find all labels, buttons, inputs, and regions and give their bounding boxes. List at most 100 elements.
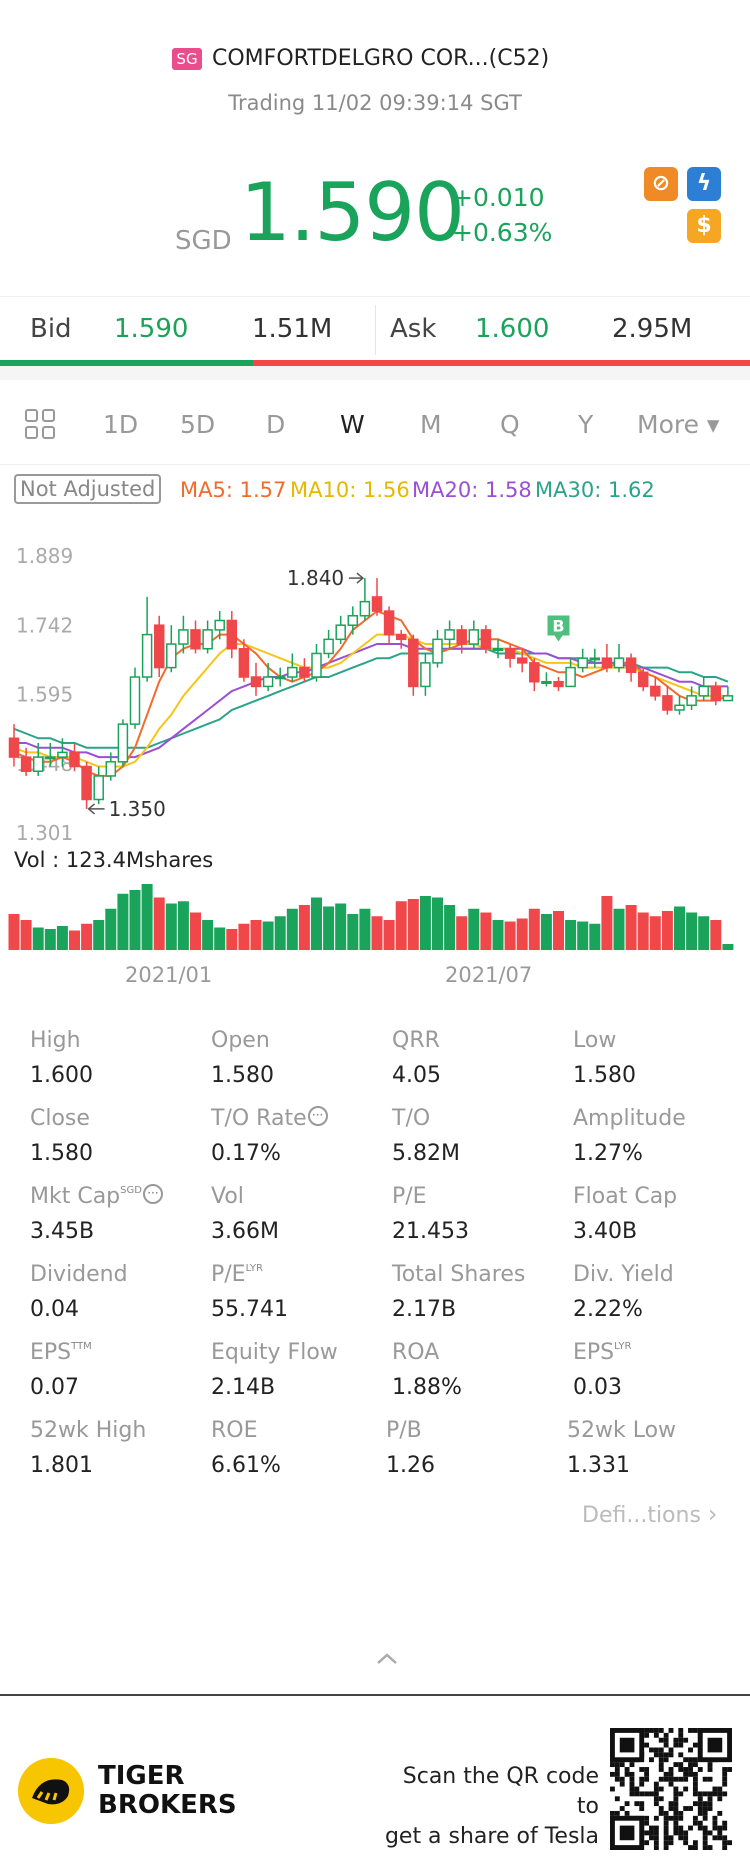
volume-bar [432, 897, 443, 950]
candle[interactable] [166, 625, 177, 673]
candle[interactable] [117, 719, 129, 767]
candle[interactable] [710, 681, 722, 706]
candle[interactable] [347, 606, 359, 635]
candle[interactable] [662, 686, 673, 715]
candle[interactable] [81, 761, 92, 809]
tab-m[interactable]: M [420, 410, 442, 439]
volume-bar [444, 905, 456, 950]
candle[interactable] [153, 615, 165, 678]
candle[interactable] [335, 615, 346, 645]
candle[interactable] [8, 724, 20, 767]
volume-bar [589, 923, 601, 950]
candle[interactable] [250, 662, 262, 696]
tab-d[interactable]: D [266, 410, 286, 439]
volume-bar [298, 905, 310, 950]
stat-label: P/E [392, 1184, 427, 1210]
more-dropdown[interactable]: More ▾ [637, 410, 720, 439]
candle[interactable] [395, 629, 407, 649]
candle[interactable] [686, 686, 697, 710]
qr-code[interactable] [610, 1728, 732, 1850]
candle[interactable] [262, 662, 274, 692]
candle[interactable] [637, 667, 649, 692]
trading-status: Trading 11/02 09:39:14 SGT [228, 91, 522, 115]
candle[interactable] [577, 648, 588, 673]
y-tick-label: 1.742 [16, 613, 73, 637]
candle[interactable] [674, 695, 685, 715]
candle[interactable] [565, 658, 576, 688]
candle[interactable] [141, 596, 153, 682]
candle[interactable] [93, 766, 104, 805]
candle[interactable] [32, 742, 44, 776]
candle[interactable] [420, 653, 431, 696]
stat-label-text: Div. Yield [573, 1262, 674, 1287]
candle[interactable] [274, 667, 286, 687]
stat-label: Amplitude [573, 1106, 686, 1132]
dollar-icon[interactable]: $ [687, 209, 721, 243]
candle[interactable] [516, 648, 528, 673]
candle[interactable] [129, 667, 141, 729]
candle[interactable] [698, 677, 709, 701]
info-icon[interactable]: ··· [142, 1184, 163, 1204]
candle[interactable] [190, 620, 201, 654]
candle[interactable] [69, 742, 80, 772]
candle[interactable] [504, 644, 516, 668]
candle[interactable] [383, 606, 395, 645]
candle[interactable] [359, 578, 371, 621]
candle[interactable] [105, 752, 117, 781]
stat-label-text: Low [573, 1028, 617, 1053]
volume-bar [625, 905, 637, 950]
adjust-toggle[interactable]: Not Adjusted [14, 474, 162, 504]
candle[interactable] [178, 615, 189, 654]
candle[interactable] [492, 639, 504, 659]
no-margin-icon[interactable]: ⊘ [644, 167, 678, 201]
stat-value: 1.580 [211, 1063, 274, 1088]
ask-label: Ask [390, 314, 437, 344]
candle[interactable] [589, 648, 601, 668]
definitions-link[interactable]: Defi...tions › [582, 1500, 718, 1528]
stat-label: Close [30, 1106, 90, 1132]
lightning-icon[interactable]: ϟ [687, 167, 721, 201]
candle[interactable] [601, 644, 613, 673]
bid-ratio-bar [0, 360, 253, 366]
candle[interactable] [432, 629, 443, 668]
candle[interactable] [480, 625, 492, 654]
candle[interactable] [226, 611, 238, 659]
chevron-up-icon[interactable] [375, 1650, 399, 1666]
candle[interactable] [57, 738, 68, 767]
volume-bar [577, 921, 589, 950]
candle[interactable] [456, 625, 467, 654]
candle[interactable] [299, 658, 310, 682]
layout-grid-icon[interactable] [24, 408, 56, 440]
candle[interactable] [20, 747, 32, 776]
candle[interactable] [650, 677, 661, 701]
tab-w[interactable]: W [340, 410, 365, 439]
candle[interactable] [214, 611, 225, 640]
candle[interactable] [468, 620, 480, 649]
tab-1d[interactable]: 1D [103, 410, 139, 439]
candle[interactable] [444, 620, 455, 649]
candle[interactable] [202, 620, 213, 654]
buy-marker-icon[interactable] [547, 615, 570, 642]
candle[interactable] [613, 644, 625, 673]
stat-label-text: P/E [392, 1184, 427, 1209]
tab-5d[interactable]: 5D [180, 410, 216, 439]
candle[interactable] [625, 653, 637, 682]
candle[interactable] [722, 686, 734, 702]
candle[interactable] [371, 578, 383, 616]
candle[interactable] [238, 639, 250, 682]
tab-q[interactable]: Q [500, 410, 520, 439]
candle[interactable] [45, 742, 56, 767]
candle[interactable] [541, 672, 552, 687]
candle[interactable] [553, 677, 564, 692]
volume-bar [504, 921, 516, 950]
stat-label: Vol [211, 1184, 244, 1210]
candle[interactable] [287, 653, 298, 682]
candle[interactable] [311, 644, 322, 682]
tab-y[interactable]: Y [578, 410, 594, 439]
y-tick-label: 1.595 [16, 683, 73, 707]
candle[interactable] [323, 629, 334, 659]
candle[interactable] [529, 658, 540, 692]
candle[interactable] [408, 634, 419, 696]
info-icon[interactable]: ··· [307, 1106, 328, 1126]
